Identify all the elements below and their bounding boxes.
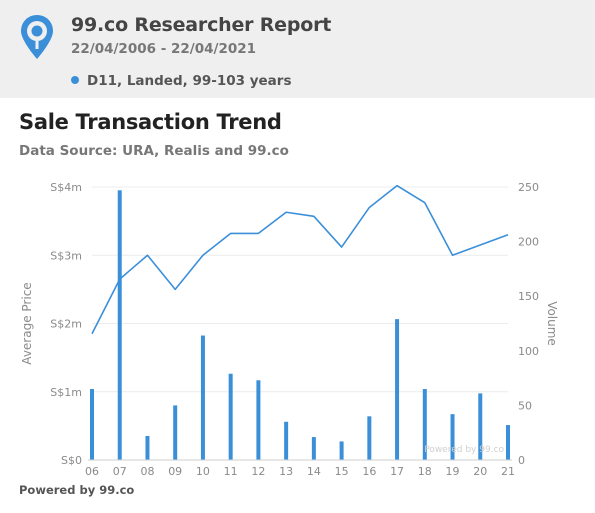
date-range: 22/04/2006 - 22/04/2021 [71,41,257,57]
x-tick-label: 18 [418,465,432,478]
x-tick-label: 06 [85,465,99,478]
volume-bar [367,416,372,460]
volume-bar [228,373,233,460]
y-tick-label: S$4m [50,181,82,194]
y2-tick-label: 100 [518,345,539,358]
x-tick-label: 11 [224,465,238,478]
volume-bar [339,441,344,460]
volume-bar [506,425,510,460]
x-tick-label: 15 [335,465,349,478]
data-source: Data Source: URA, Realis and 99.co [19,143,289,159]
volume-bar [311,437,316,460]
y2-tick-label: 0 [518,454,525,467]
volume-bar [200,335,205,460]
y2-tick-label: 250 [518,181,539,194]
y2-axis-title: Volume [545,301,559,346]
filter-label: D11, Landed, 99-103 years [87,73,292,89]
report-header: 99.co Researcher Report 22/04/2006 - 22/… [0,0,595,98]
x-tick-label: 08 [140,465,154,478]
x-tick-label: 14 [307,465,321,478]
y-tick-label: S$0 [61,454,82,467]
filter-dot-icon [71,76,79,84]
volume-bar [395,319,400,460]
average-price-line [91,184,509,335]
powered-by: Powered by 99.co [19,483,135,497]
y2-tick-label: 50 [518,399,532,412]
volume-bar [256,380,261,460]
volume-bar [90,389,94,460]
location-pin-icon [21,15,53,59]
filter-summary: D11, Landed, 99-103 years [71,73,291,89]
volume-bar [450,414,455,460]
volume-bar [478,393,483,460]
y2-tick-label: 200 [518,236,539,249]
sale-transaction-chart: S$0 S$1m S$2m S$3m S$4m 0 50 100 150 200 250 06 07 08… [20,181,559,478]
x-tick-label: 16 [362,465,376,478]
volume-bar [145,435,150,460]
x-tick-label: 21 [501,465,515,478]
x-tick-label: 13 [279,465,293,478]
x-tick-label: 10 [196,465,210,478]
x-tick-label: 17 [390,465,404,478]
x-tick-label: 19 [446,465,460,478]
volume-bar [284,421,289,460]
volume-bar [117,190,122,460]
y-tick-label: S$1m [50,386,82,399]
y-axis-title: Average Price [20,282,34,364]
x-tick-label: 12 [251,465,265,478]
x-tick-label: 07 [113,465,127,478]
report-title: 99.co Researcher Report [71,14,332,36]
y-tick-label: S$2m [50,318,82,331]
x-tick-label: 09 [168,465,182,478]
x-tick-label: 20 [473,465,487,478]
chart-watermark: Powered by 99.co [424,445,504,455]
volume-bar [173,405,178,460]
y2-tick-label: 150 [518,290,539,303]
volume-bar [422,389,427,460]
y-tick-label: S$3m [50,249,82,262]
chart-title: Sale Transaction Trend [19,110,282,134]
